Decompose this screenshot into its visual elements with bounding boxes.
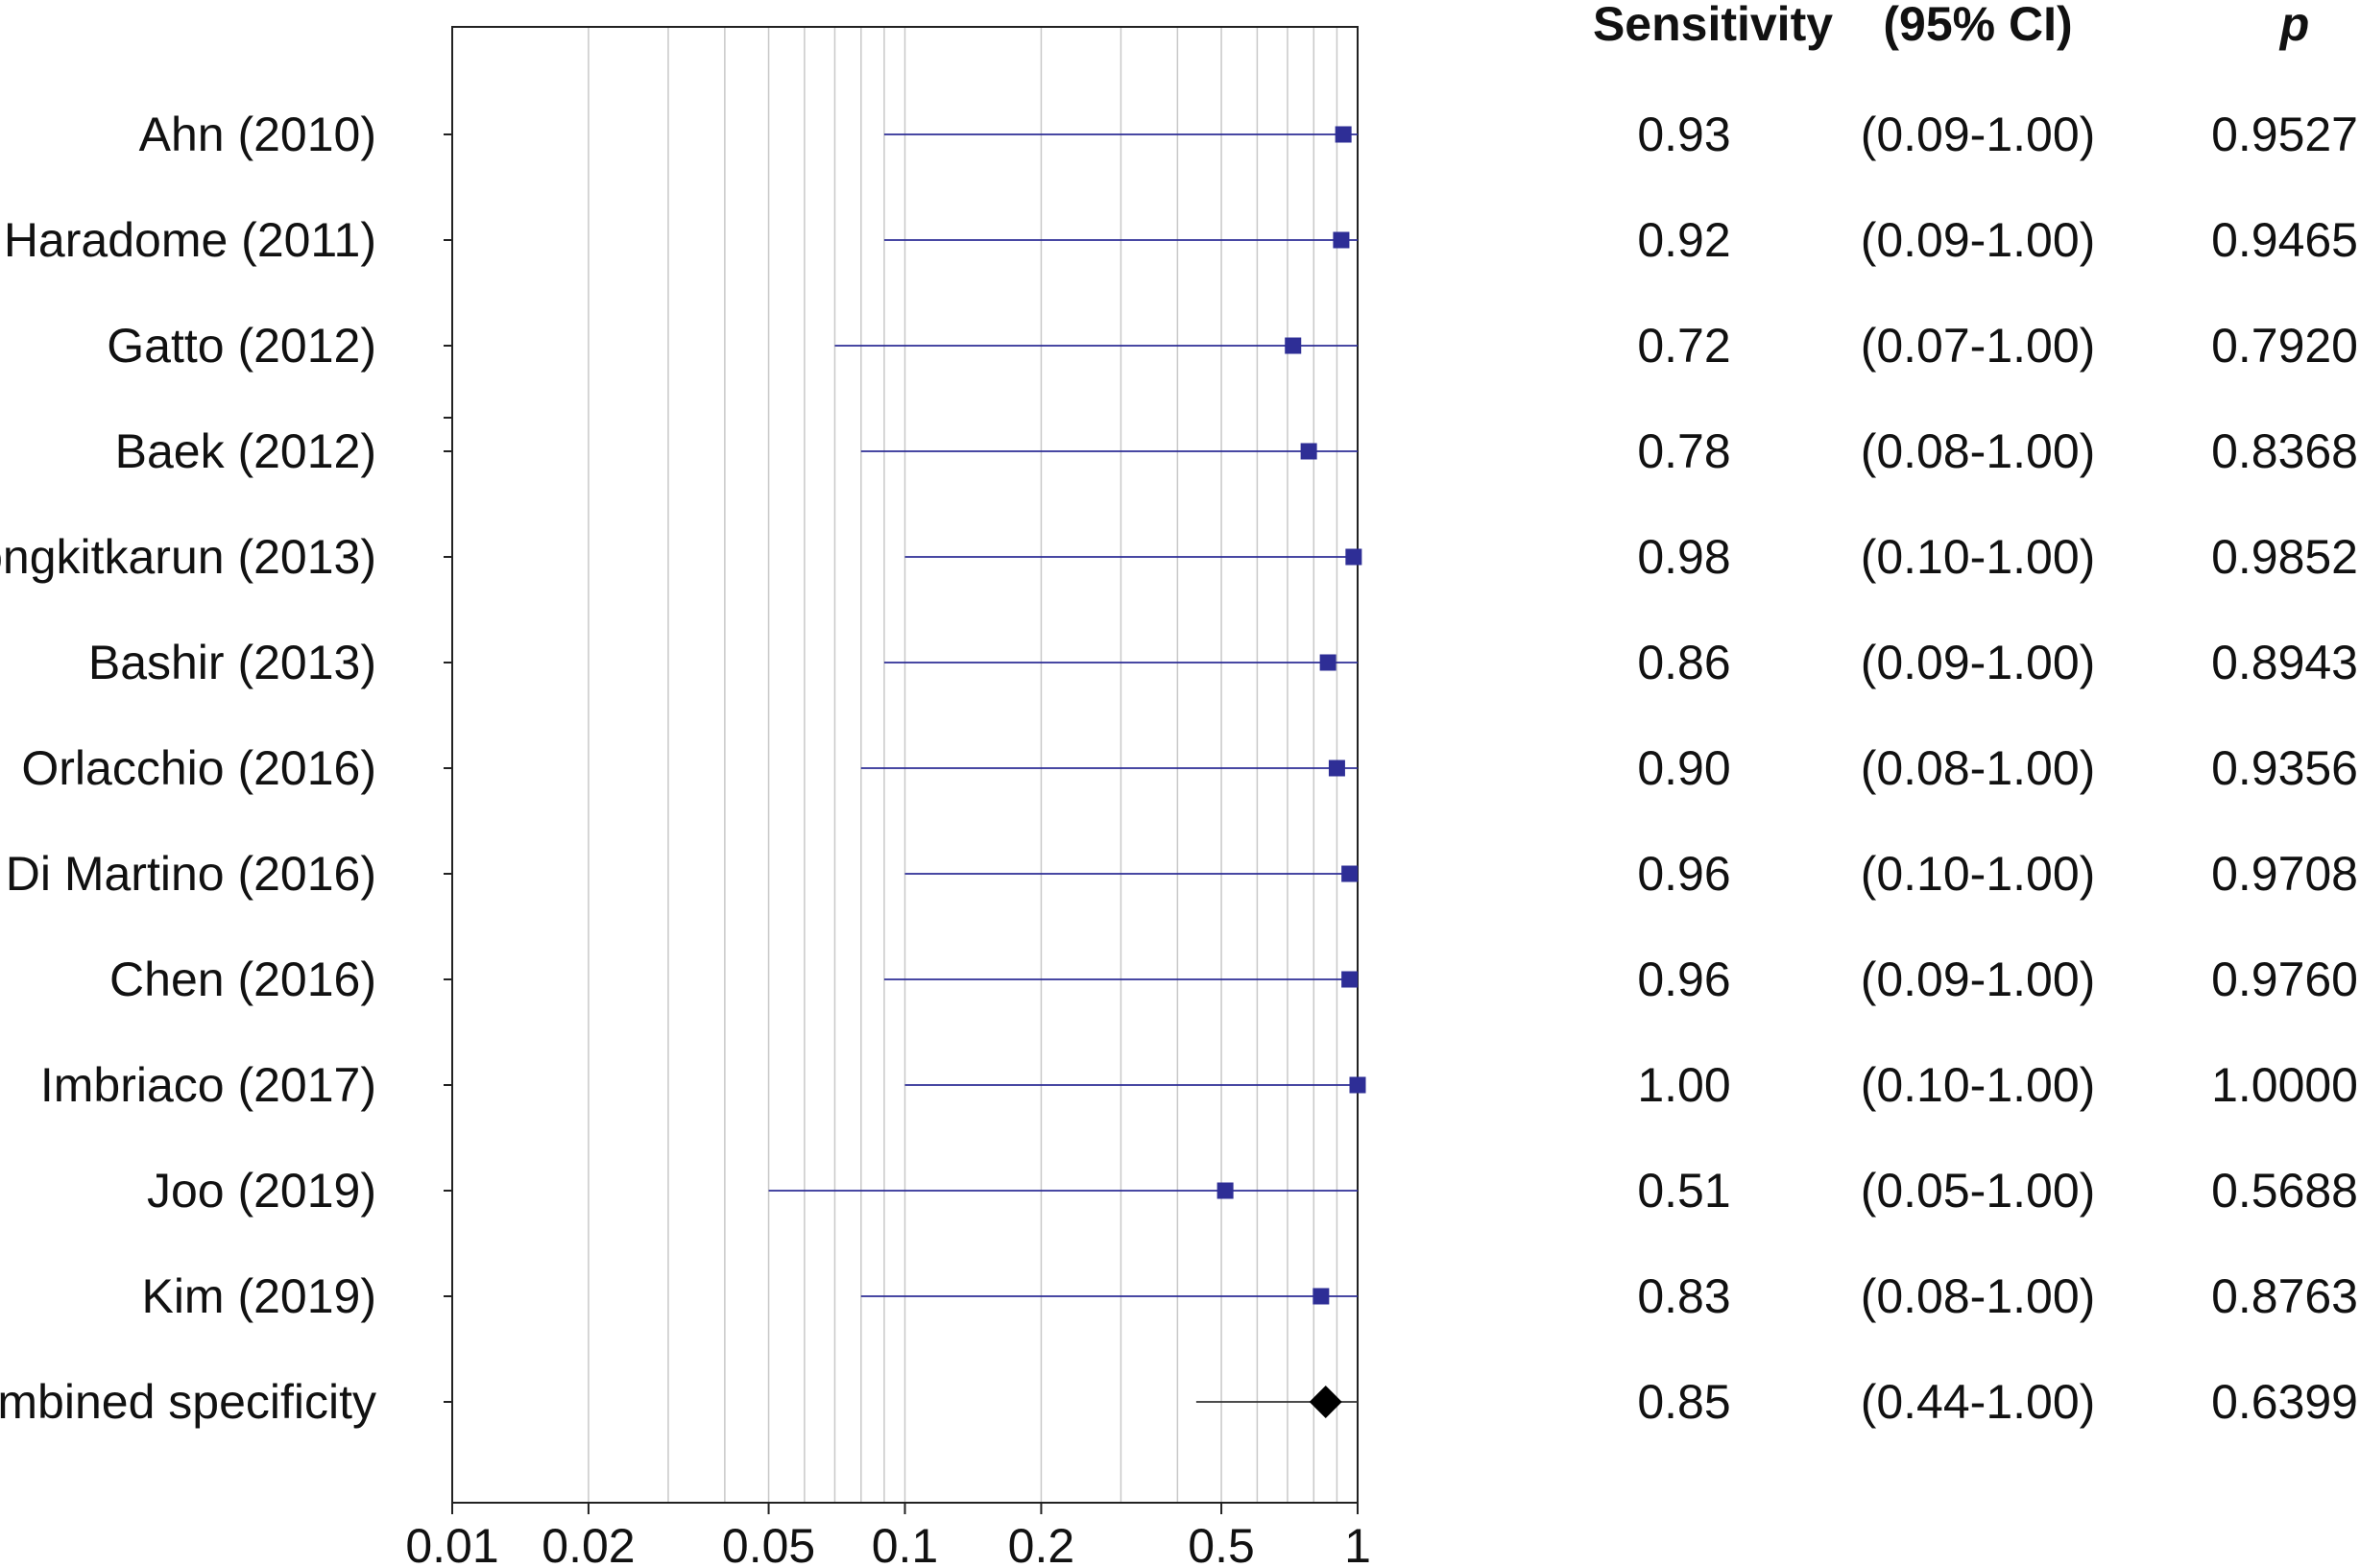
ci-value: (0.05-1.00) [1861,1164,2096,1218]
estimate-value: 0.92 [1637,213,1730,267]
study-label: Baek (2012) [115,424,376,478]
p-value: 0.9760 [2211,953,2358,1006]
study-label: Chen (2016) [109,953,376,1006]
study-row: Kim (2019) 0.83 (0.08-1.00) 0.8763 [141,1269,2358,1323]
x-tick-label: 0.1 [872,1519,939,1568]
p-value: 0.7920 [2211,319,2358,373]
column-headers: Sensitivity (95% CI) p [1593,0,2309,51]
header-ci: (95% CI) [1883,0,2072,51]
ci-value: (0.10-1.00) [1861,847,2096,901]
study-row: Bashir (2013) 0.86 (0.09-1.00) 0.8943 [88,636,2358,689]
estimate-value: 0.96 [1637,847,1730,901]
ci-value: (0.08-1.00) [1861,424,2096,478]
study-row: Di Martino (2016) 0.96 (0.10-1.00) 0.9708 [6,847,2358,901]
estimate-marker [1319,654,1337,671]
study-row: Joo (2019) 0.51 (0.05-1.00) 0.5688 [147,1164,2358,1218]
ci-value: (0.09-1.00) [1861,636,2096,689]
study-label: Orlacchio (2016) [21,741,376,795]
estimate-marker [1328,760,1345,777]
study-row: Gatto (2012) 0.72 (0.07-1.00) 0.7920 [107,319,2358,373]
ci-value: (0.07-1.00) [1861,319,2096,373]
grid-lines [588,27,1338,1503]
study-row: Chen (2016) 0.96 (0.09-1.00) 0.9760 [109,953,2358,1006]
p-value: 0.9356 [2211,741,2358,795]
p-value: 0.6399 [2211,1375,2358,1429]
study-label: Phongkitkarun (2013) [0,530,376,584]
p-value: 0.9465 [2211,213,2358,267]
p-value: 1.0000 [2211,1058,2358,1112]
header-sensitivity: Sensitivity [1593,0,1833,51]
estimate-value: 0.83 [1637,1269,1730,1323]
header-p: p [2278,0,2310,51]
estimate-marker [1285,337,1302,354]
study-label: Haradome (2011) [4,213,376,267]
p-value: 0.9852 [2211,530,2358,584]
study-label: Joo (2019) [147,1164,376,1218]
p-value: 0.5688 [2211,1164,2358,1218]
estimate-marker [1300,443,1317,460]
ci-value: (0.09-1.00) [1861,953,2096,1006]
study-row: Orlacchio (2016) 0.90 (0.08-1.00) 0.9356 [21,741,2358,795]
axis-ticks [444,133,1359,1514]
study-row: Baek (2012) 0.78 (0.08-1.00) 0.8368 [115,424,2358,478]
estimate-marker [1341,971,1359,988]
p-value: 0.9527 [2211,108,2358,161]
p-value: 0.9708 [2211,847,2358,901]
study-label: Di Martino (2016) [6,847,376,901]
study-label: Ahn (2010) [139,108,376,161]
estimate-value: 0.90 [1637,741,1730,795]
estimate-marker [1335,126,1352,143]
estimate-value: 0.93 [1637,108,1730,161]
x-axis-tick-labels: 0.01 0.02 0.05 0.1 0.2 0.5 1 [405,1519,1371,1568]
x-tick-label: 0.2 [1008,1519,1075,1568]
estimate-value: 0.78 [1637,424,1730,478]
study-label: Gatto (2012) [107,319,376,373]
estimate-value: 0.72 [1637,319,1730,373]
study-row: Haradome (2011) 0.92 (0.09-1.00) 0.9465 [4,213,2358,267]
study-label: Bashir (2013) [88,636,376,689]
estimate-value: 0.86 [1637,636,1730,689]
ci-value: (0.08-1.00) [1861,1269,2096,1323]
x-tick-label: 0.01 [405,1519,498,1568]
ci-value: (0.09-1.00) [1861,213,2096,267]
study-row: Ahn (2010) 0.93 (0.09-1.00) 0.9527 [139,108,2358,161]
combined-label: Combined specificity [0,1375,376,1429]
study-label: Kim (2019) [141,1269,376,1323]
estimate-marker [1216,1182,1234,1199]
ci-value: (0.10-1.00) [1861,530,2096,584]
ci-value: (0.10-1.00) [1861,1058,2096,1112]
ci-value: (0.09-1.00) [1861,108,2096,161]
estimate-value: 0.98 [1637,530,1730,584]
p-value: 0.8763 [2211,1269,2358,1323]
estimate-value: 1.00 [1637,1058,1730,1112]
p-value: 0.8368 [2211,424,2358,478]
combined-estimate-diamond [1309,1386,1342,1418]
estimate-value: 0.96 [1637,953,1730,1006]
study-row: Imbriaco (2017) 1.00 (0.10-1.00) 1.0000 [40,1058,2358,1112]
estimate-value: 0.51 [1637,1164,1730,1218]
estimate-marker [1349,1076,1366,1094]
study-rows: Ahn (2010) 0.93 (0.09-1.00) 0.9527 Haradome … [0,108,2358,1429]
estimate-marker [1312,1288,1330,1305]
estimate-marker [1341,865,1359,882]
estimate-marker [1333,231,1350,249]
x-tick-label: 0.5 [1188,1519,1255,1568]
estimate-marker [1345,548,1362,566]
ci-value: (0.44-1.00) [1861,1375,2096,1429]
ci-value: (0.08-1.00) [1861,741,2096,795]
combined-row: Combined specificity 0.85 (0.44-1.00) 0.639… [0,1375,2358,1429]
x-tick-label: 1 [1344,1519,1371,1568]
estimate-value: 0.85 [1637,1375,1730,1429]
study-row: Phongkitkarun (2013) 0.98 (0.10-1.00) 0.985… [0,530,2358,584]
p-value: 0.8943 [2211,636,2358,689]
x-tick-label: 0.02 [542,1519,635,1568]
study-label: Imbriaco (2017) [40,1058,376,1112]
x-tick-label: 0.05 [722,1519,815,1568]
